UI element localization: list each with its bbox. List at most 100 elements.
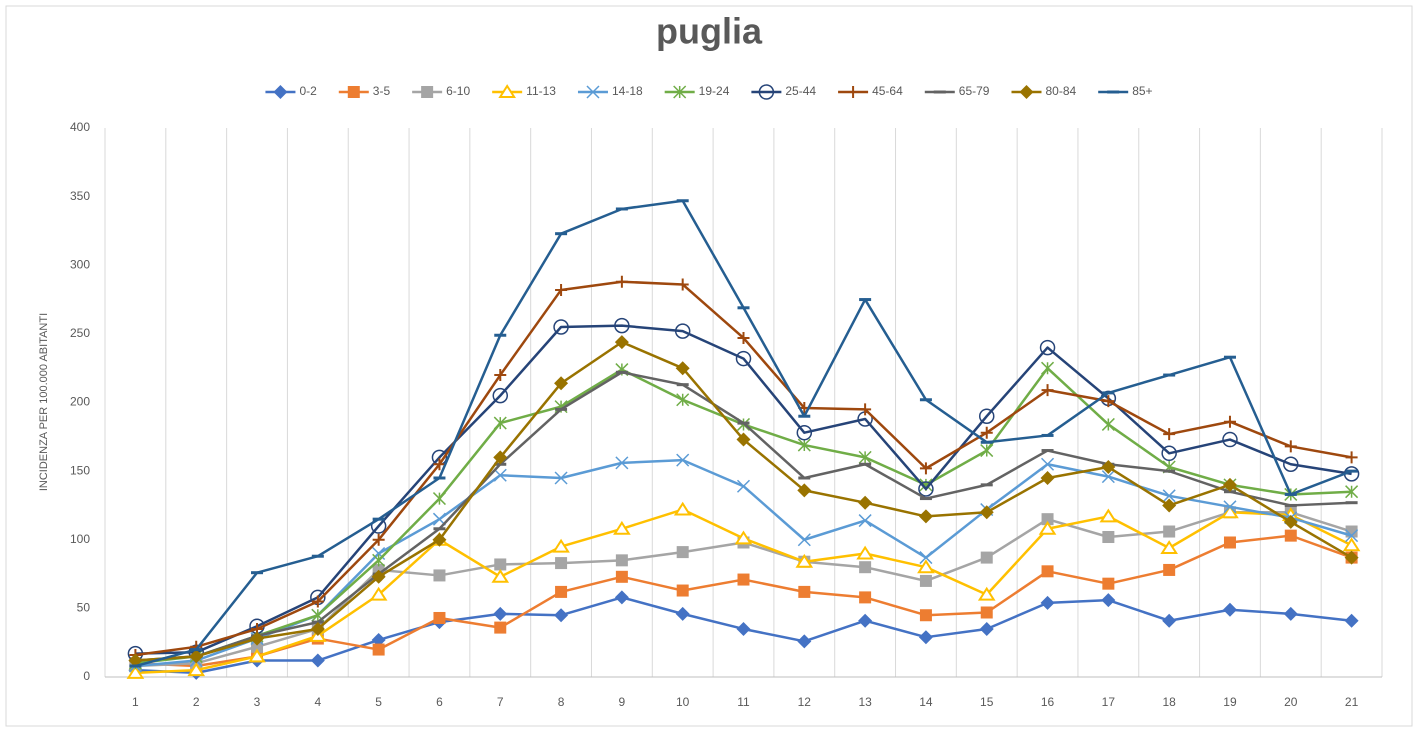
- y-axis-label: INCIDENZA PER 100.000 ABITANTI: [38, 313, 50, 491]
- legend-label: 65-79: [959, 84, 990, 98]
- marker: [980, 426, 993, 439]
- marker: [675, 361, 690, 376]
- marker: [797, 533, 811, 547]
- marker: [615, 456, 629, 470]
- x-tick-label: 19: [1223, 695, 1237, 709]
- marker: [371, 569, 386, 584]
- marker: [553, 319, 569, 335]
- marker: [737, 573, 750, 586]
- marker: [978, 408, 995, 424]
- marker: [371, 632, 386, 647]
- y-tick-label: 150: [70, 463, 90, 477]
- legend-label: 19-24: [699, 84, 730, 98]
- y-tick-label: 0: [83, 669, 90, 683]
- marker: [980, 606, 993, 619]
- marker: [1041, 565, 1054, 578]
- x-tick-label: 15: [980, 695, 994, 709]
- marker: [1101, 593, 1116, 608]
- marker: [491, 568, 510, 583]
- marker: [494, 621, 507, 634]
- marker: [432, 492, 446, 506]
- marker: [1342, 537, 1361, 552]
- marker: [919, 462, 932, 475]
- marker: [251, 640, 264, 653]
- marker: [555, 557, 568, 570]
- x-tick-label: 12: [798, 695, 812, 709]
- marker: [736, 479, 751, 493]
- marker: [797, 438, 811, 452]
- marker: [1221, 504, 1239, 519]
- legend-marker: [273, 85, 288, 99]
- marker: [1222, 602, 1237, 617]
- marker: [1284, 440, 1297, 453]
- legend-label: 3-5: [373, 84, 391, 98]
- marker: [1162, 498, 1177, 513]
- marker: [1039, 339, 1056, 356]
- marker: [796, 424, 813, 441]
- marker: [433, 569, 446, 582]
- marker: [187, 662, 206, 677]
- marker: [676, 278, 689, 291]
- marker: [1344, 613, 1359, 628]
- marker: [856, 545, 874, 560]
- marker: [372, 553, 386, 567]
- x-tick-label: 5: [375, 695, 382, 709]
- marker: [1041, 361, 1055, 375]
- marker: [1041, 457, 1055, 471]
- marker: [614, 335, 629, 350]
- marker: [918, 630, 933, 645]
- marker: [250, 631, 265, 646]
- marker: [493, 468, 507, 482]
- marker: [919, 551, 933, 565]
- marker: [1040, 595, 1055, 610]
- marker: [736, 432, 751, 447]
- marker: [980, 551, 993, 564]
- marker: [1041, 513, 1054, 526]
- marker: [615, 275, 628, 288]
- marker: [858, 514, 872, 528]
- marker: [1223, 500, 1237, 514]
- marker: [310, 621, 325, 636]
- marker: [858, 495, 873, 510]
- legend-marker: [347, 86, 360, 98]
- marker: [858, 450, 872, 464]
- marker: [1099, 508, 1118, 523]
- marker: [1223, 536, 1236, 549]
- x-tick-label: 21: [1345, 695, 1359, 709]
- marker: [493, 450, 508, 465]
- marker: [737, 331, 750, 344]
- marker: [1041, 384, 1054, 397]
- marker: [979, 621, 994, 636]
- legend-label: 45-64: [872, 84, 903, 98]
- marker: [980, 444, 994, 458]
- marker: [1102, 395, 1115, 408]
- legend-label: 85+: [1132, 84, 1152, 98]
- x-tick-label: 20: [1284, 695, 1298, 709]
- marker: [673, 501, 692, 516]
- marker: [492, 387, 509, 404]
- x-tick-label: 8: [558, 695, 565, 709]
- marker: [797, 634, 812, 649]
- marker: [615, 570, 628, 583]
- marker: [676, 546, 689, 559]
- marker: [432, 532, 447, 547]
- marker: [734, 530, 753, 545]
- marker: [554, 376, 569, 391]
- y-tick-label: 400: [70, 120, 90, 134]
- x-tick-label: 16: [1041, 695, 1055, 709]
- marker: [977, 586, 996, 601]
- x-tick-label: 2: [193, 695, 200, 709]
- legend-label: 11-13: [526, 84, 556, 98]
- marker: [1162, 489, 1176, 503]
- marker: [1101, 417, 1115, 431]
- marker: [1160, 540, 1178, 554]
- marker: [372, 533, 385, 546]
- marker: [433, 611, 446, 624]
- marker: [979, 505, 994, 520]
- marker: [126, 665, 145, 679]
- legend-label: 6-10: [446, 84, 470, 98]
- x-tick-label: 1: [132, 695, 139, 709]
- chart-border: [5, 5, 1413, 727]
- legend-label: 80-84: [1045, 84, 1076, 98]
